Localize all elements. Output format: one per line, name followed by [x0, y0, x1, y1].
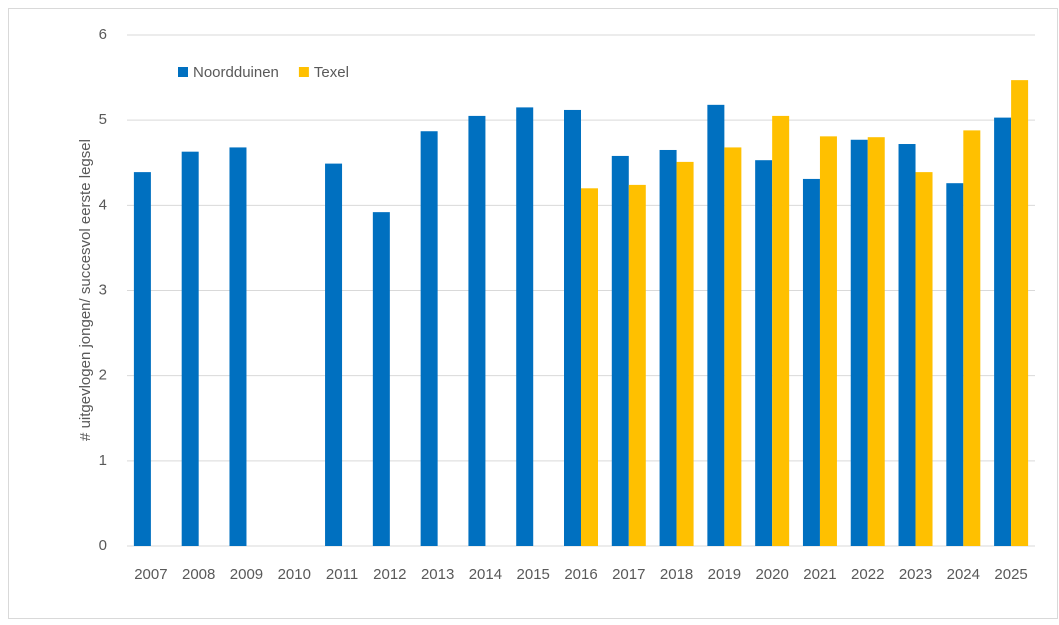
- x-tick-label: 2010: [278, 566, 311, 583]
- bar: [372, 212, 390, 546]
- bar: [659, 149, 677, 546]
- bar: [994, 117, 1012, 546]
- y-tick-label: 2: [99, 367, 107, 384]
- x-tick-label: 2012: [373, 566, 406, 583]
- bar: [850, 139, 868, 546]
- bar: [898, 144, 916, 546]
- x-tick-label: 2017: [612, 566, 645, 583]
- x-tick-label: 2013: [421, 566, 454, 583]
- x-tick-label: 2015: [517, 566, 550, 583]
- y-tick-label: 4: [99, 196, 107, 213]
- legend-swatch: [178, 67, 188, 77]
- x-tick-label: 2008: [182, 566, 215, 583]
- bar: [420, 131, 438, 546]
- bar: [819, 136, 837, 546]
- bar: [611, 155, 629, 547]
- x-tick-label: 2009: [230, 566, 263, 583]
- bar: [325, 163, 343, 546]
- x-tick-label: 2014: [469, 566, 502, 583]
- bar: [772, 115, 790, 547]
- bar: [707, 104, 725, 546]
- bar: [133, 172, 151, 546]
- bar: [581, 188, 598, 547]
- bar: [564, 109, 581, 547]
- bar: [516, 107, 534, 547]
- bar: [628, 184, 646, 547]
- x-tick-label: 2020: [755, 566, 788, 583]
- y-tick-label: 1: [99, 452, 107, 469]
- x-tick-label: 2022: [851, 566, 884, 583]
- bar: [946, 183, 964, 546]
- legend-label: Noordduinen: [193, 64, 279, 81]
- bar: [867, 137, 885, 546]
- bar: [1011, 80, 1029, 546]
- legend-label: Texel: [314, 64, 349, 81]
- bar: [181, 151, 199, 546]
- x-tick-label: 2021: [803, 566, 836, 583]
- y-axis-label: # uitgevlogen jongen/ succesvol eerste l…: [77, 139, 94, 441]
- bar: [229, 147, 247, 547]
- y-tick-label: 0: [99, 537, 107, 554]
- x-tick-label: 2018: [660, 566, 693, 583]
- x-tick-label: 2025: [994, 566, 1027, 583]
- bar: [676, 161, 694, 547]
- x-tick-label: 2019: [708, 566, 741, 583]
- bar: [802, 178, 820, 546]
- bar: [915, 172, 933, 546]
- bar: [724, 147, 742, 547]
- x-tick-label: 2023: [899, 566, 932, 583]
- x-tick-label: 2016: [564, 566, 597, 583]
- x-tick-label: 2007: [134, 566, 167, 583]
- legend-swatch: [298, 67, 309, 77]
- bar: [963, 130, 981, 547]
- bar: [468, 115, 486, 547]
- y-tick-label: 5: [99, 111, 107, 128]
- bar: [755, 160, 773, 546]
- y-tick-label: 6: [99, 26, 107, 43]
- x-tick-label: 2011: [326, 566, 358, 583]
- y-tick-label: 3: [99, 281, 107, 298]
- x-tick-label: 2024: [947, 566, 980, 583]
